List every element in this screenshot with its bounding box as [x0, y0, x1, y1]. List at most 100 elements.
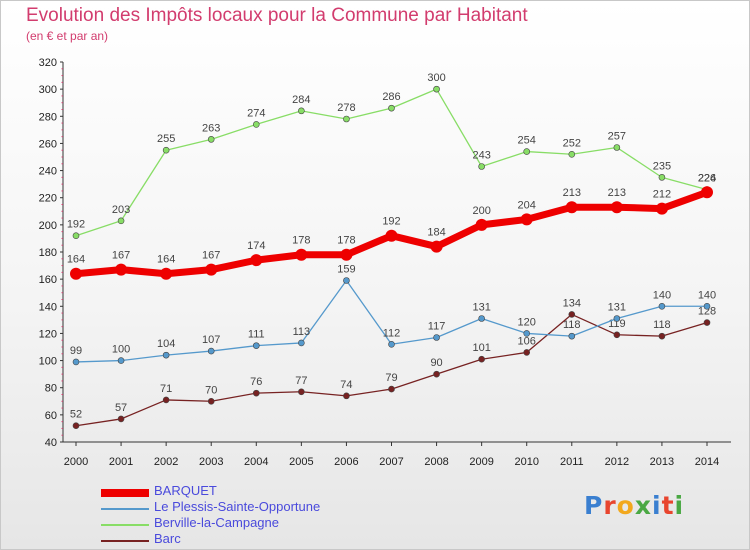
data-point	[703, 302, 711, 310]
data-point	[252, 389, 260, 397]
data-label: 74	[340, 379, 352, 391]
data-label: 284	[292, 94, 310, 106]
legend-label: Barc	[154, 531, 181, 546]
data-point	[613, 144, 621, 151]
x-tick-label: 2004	[244, 456, 268, 468]
y-tick-label: 260	[39, 138, 57, 150]
data-point	[523, 349, 531, 356]
data-label: 99	[70, 345, 82, 357]
data-point	[568, 311, 576, 318]
data-label: 184	[427, 227, 445, 239]
data-label: 111	[248, 329, 265, 341]
x-tick-label: 2011	[560, 456, 584, 468]
data-label: 140	[653, 289, 671, 301]
data-point	[207, 136, 215, 143]
data-label: 71	[160, 383, 172, 395]
logo-letter: i	[674, 491, 685, 520]
legend-label: BARQUET	[154, 483, 217, 498]
data-label: 174	[247, 240, 265, 252]
data-label: 204	[518, 199, 536, 211]
data-label: 140	[698, 289, 716, 301]
data-label: 257	[608, 131, 626, 143]
x-tick-label: 2013	[650, 456, 674, 468]
data-point	[72, 232, 80, 240]
data-point	[523, 330, 531, 337]
y-tick-label: 60	[45, 410, 57, 422]
logo-letter: i	[652, 491, 662, 520]
data-label: 254	[518, 135, 536, 147]
data-point	[613, 331, 621, 339]
y-tick-label: 120	[39, 328, 57, 340]
data-label: 178	[292, 235, 310, 247]
data-point	[658, 302, 666, 310]
data-label: 131	[608, 302, 626, 314]
data-point	[478, 163, 485, 170]
data-label: 52	[70, 409, 82, 421]
data-point	[70, 267, 82, 280]
data-point	[72, 358, 80, 366]
data-point	[72, 422, 80, 430]
legend-label: Berville-la-Campagne	[154, 515, 279, 530]
data-label: 118	[653, 319, 671, 331]
logo-letter: o	[616, 491, 635, 520]
data-point	[343, 277, 350, 284]
data-label: 226	[698, 173, 716, 185]
data-label: 167	[112, 250, 130, 262]
data-label: 106	[518, 335, 536, 347]
data-label: 235	[653, 160, 671, 172]
data-point	[298, 339, 305, 347]
data-point	[343, 115, 350, 123]
data-point	[162, 396, 170, 404]
data-label: 113	[293, 326, 311, 338]
data-label: 90	[430, 357, 442, 369]
data-label: 263	[202, 122, 220, 134]
data-point	[295, 248, 308, 261]
data-point	[162, 351, 170, 359]
data-point	[478, 315, 485, 322]
data-point	[523, 148, 531, 155]
data-point	[433, 85, 440, 93]
data-label: 131	[472, 302, 490, 314]
data-label: 57	[115, 402, 127, 414]
legend-swatch	[101, 489, 149, 497]
x-tick-label: 2008	[424, 456, 448, 468]
x-tick-label: 2010	[514, 456, 538, 468]
data-point	[658, 332, 666, 340]
data-point	[205, 263, 218, 276]
x-tick-label: 2009	[469, 456, 493, 468]
data-point	[433, 334, 440, 341]
data-point	[162, 146, 170, 154]
data-label: 76	[250, 376, 262, 388]
data-point	[298, 388, 305, 396]
data-point	[117, 415, 125, 423]
y-tick-label: 100	[39, 356, 57, 368]
y-tick-label: 300	[39, 84, 57, 96]
legend-swatch	[101, 540, 149, 542]
x-tick-label: 2006	[334, 456, 358, 468]
x-tick-label: 2002	[154, 456, 178, 468]
data-label: 107	[202, 334, 220, 346]
data-point	[568, 150, 576, 158]
data-point	[478, 355, 485, 363]
y-tick-label: 160	[39, 274, 57, 286]
y-tick-label: 320	[39, 57, 57, 69]
data-label: 203	[112, 204, 130, 216]
data-label: 101	[472, 342, 490, 354]
data-point	[343, 392, 350, 400]
data-label: 128	[698, 306, 716, 318]
data-label: 274	[247, 107, 265, 119]
data-label: 286	[382, 91, 400, 103]
data-label: 213	[563, 187, 581, 199]
data-label: 159	[337, 264, 355, 276]
data-label: 120	[518, 316, 536, 328]
data-label: 212	[653, 189, 671, 201]
data-label: 278	[337, 102, 355, 114]
y-tick-label: 280	[39, 111, 57, 123]
x-tick-label: 2012	[605, 456, 629, 468]
data-point	[520, 213, 533, 226]
chart-title: Evolution des Impôts locaux pour la Comm…	[26, 5, 528, 26]
data-point	[252, 342, 260, 349]
x-tick-label: 2005	[289, 456, 313, 468]
